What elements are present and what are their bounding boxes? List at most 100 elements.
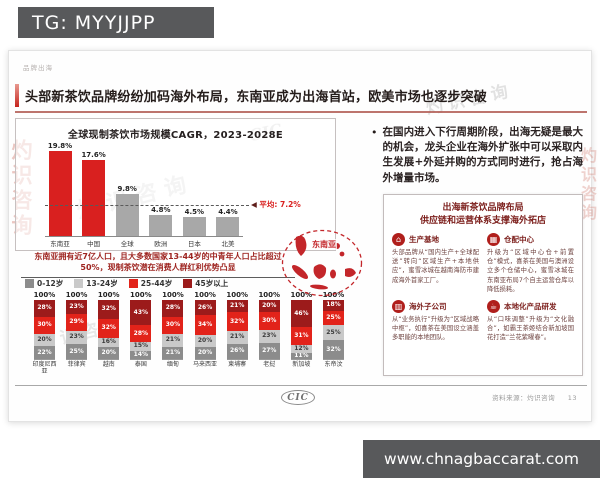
age-category-label: 缅甸 (166, 361, 179, 368)
card-grid: ⌂ 生产基地 头部品牌从“国内生产+全球配送”转向“区域生产+本地供应”，蜜雪冰… (384, 227, 582, 342)
age-stack: 46% 31% 12% 11% (290, 300, 312, 360)
age-segment: 23% (258, 329, 280, 344)
age-segment: 20% (34, 334, 55, 347)
age-segment: 20% (258, 300, 280, 312)
card-item-text: 升级为“区域中心仓+前置仓”模式，喜茶在美国与澳洲设立多个仓储中心，蜜雪冰城在东… (487, 249, 574, 293)
age-segment: 28% (34, 300, 55, 317)
legend-item: 45岁以上 (183, 278, 228, 289)
average-dashed-line (45, 205, 249, 207)
cagr-chart: 全球现制茶饮市场规模CAGR，2023-2028E 19.8% 17.6% 9.8%… (15, 118, 336, 251)
age-category-label: 泰国 (134, 361, 147, 368)
age-segment: 32% (226, 312, 248, 332)
age-segment: 16% (98, 337, 120, 348)
card-item-text: 头部品牌从“国内生产+全球配送”转向“区域生产+本地供应”，蜜雪冰城在越南海防市… (392, 249, 479, 284)
cagr-bar-group: 4.4% (213, 208, 243, 236)
age-legend: 0-12岁 13-24岁 25-44岁 45岁以上 (25, 278, 228, 289)
cagr-value-label: 4.4% (218, 208, 238, 217)
tea-cup-icon: ☕ (487, 299, 500, 313)
age-bar-group: 100% 28% 30% 20% 22% 印度尼西亚 (31, 291, 58, 376)
age-segment: 25% (322, 310, 344, 326)
site-url: www.chnagbaccarat.com (384, 450, 579, 468)
age-total-label: 100% (226, 291, 248, 299)
slide-title: 头部新茶饮品牌纷纷加码海外布局，东南亚成为出海首站，欧美市场也逐步突破 (25, 90, 488, 105)
legend-label: 45岁以上 (195, 279, 229, 288)
map-label: 东南亚 (311, 239, 337, 250)
cagr-bars: 19.8% 17.6% 9.8% 4.8% 4.5% 4.4% (45, 138, 243, 237)
age-segment: 46% (290, 300, 312, 328)
legend-label: 25-44岁 (140, 279, 173, 288)
cagr-bar (115, 193, 139, 236)
source-text: 资料来源：灼识咨询 (492, 394, 556, 402)
age-total-label: 100% (130, 291, 152, 299)
cagr-bar-group: 19.8% (45, 142, 75, 236)
legend-swatch (25, 279, 34, 288)
age-segment: 23% (66, 300, 88, 314)
age-segment: 43% (130, 300, 152, 326)
average-label: 平均: 7.2% (259, 200, 301, 210)
age-total-label: 100% (322, 291, 345, 299)
age-segment: 25% (66, 344, 88, 360)
card-item-subsidiary: ▥ 海外子公司 从“业务执行”升级为“区域战略中枢”，如喜茶在美国设立涵盖多职能… (392, 299, 479, 342)
factory-icon: ⌂ (392, 233, 405, 247)
card-item-warehouse: ▦ 仓配中心 升级为“区域中心仓+前置仓”模式，喜茶在美国与澳洲设立多个仓储中心… (487, 233, 574, 294)
age-segment: 31% (290, 327, 312, 346)
age-stack: 28% 30% 21% 21% (162, 300, 184, 360)
insight-text: 东南亚拥有近7亿人口，且大多数国家13-44岁的中青年人口占比超过50%，现制茶… (21, 252, 295, 278)
bullet-dot: • (371, 126, 378, 139)
cagr-chart-title: 全球现制茶饮市场规模CAGR，2023-2028E (67, 130, 284, 141)
age-total-label: 100% (162, 291, 184, 299)
legend-swatch (128, 279, 138, 288)
age-segment: 26% (226, 343, 248, 359)
age-bar-group: 100% 26% 34% 20% 20% 马来西亚 (192, 291, 219, 376)
tg-watermark-bar: TG: MYYJJPP (18, 7, 214, 38)
footer-source: 资料来源：灼识咨询 13 (492, 392, 577, 402)
age-total-label: 100% (258, 291, 281, 299)
tg-label: TG: MYYJJPP (32, 11, 156, 34)
cagr-category-label: 东南亚 (50, 240, 70, 248)
age-category-label: 菲律宾 (67, 361, 86, 368)
page-number: 13 (567, 394, 577, 402)
age-segment: 26% (194, 300, 216, 316)
cagr-bar-group: 4.8% (146, 206, 176, 236)
age-stack: 32% 32% 16% 20% (98, 300, 120, 360)
age-segment: 21% (226, 331, 248, 344)
age-segment: 28% (130, 325, 152, 342)
card-item-label: 海外子公司 (409, 301, 447, 311)
legend-item: 0-12岁 (25, 278, 63, 289)
cagr-value-label: 19.8% (47, 141, 73, 150)
cagr-category-label: 北美 (221, 240, 235, 248)
age-total-label: 100% (290, 291, 313, 299)
age-bar-group: 100% 21% 32% 21% 26% 柬埔寨 (224, 291, 251, 376)
age-segment: 20% (98, 347, 120, 359)
cagr-value-label: 17.6% (81, 151, 106, 160)
age-category-label: 老挝 (263, 361, 276, 368)
age-category-label: 印度尼西亚 (32, 361, 57, 375)
age-segment: 28% (162, 300, 184, 317)
age-segment: 30% (34, 316, 55, 335)
strategy-card: 出海新茶饮品牌布局 供应链和运营体系支撑海外拓店 ⌂ 生产基地 头部品牌从“国内… (383, 194, 583, 376)
legend-label: 13-24岁 (86, 279, 118, 288)
age-segment: 25% (322, 325, 344, 341)
card-item-production: ⌂ 生产基地 头部品牌从“国内生产+全球配送”转向“区域生产+本地供应”，蜜雪冰… (392, 233, 479, 294)
age-bar-group: 100% 23% 29% 23% 25% 菲律宾 (63, 291, 90, 376)
cagr-category-label: 日本 (187, 240, 201, 248)
slide: 灼识咨询 CIC 灼识咨询 灼识咨询 灼识咨询 灼识咨询 灼识咨询 品牌出海 头… (8, 50, 597, 422)
age-total-label: 100% (33, 291, 56, 299)
legend-swatch (183, 279, 193, 288)
age-bar-group: 100% 46% 31% 12% 11% 新加坡 (288, 291, 315, 376)
cagr-bar-group: 17.6% (79, 151, 109, 236)
southeast-asia-map: 东南亚 (281, 229, 363, 297)
card-title: 出海新茶饮品牌布局 供应链和运营体系支撑海外拓店 (384, 202, 582, 227)
right-bullet: • 在国内进入下行周期阶段，出海无疑是最大的机会，龙头企业在海外扩张中可以采取内… (371, 125, 583, 186)
card-item-label: 仓配中心 (504, 235, 534, 245)
cagr-cats: 东南亚 中国 全球 欧洲 日本 北美 (45, 238, 243, 248)
cagr-bar (48, 150, 72, 236)
legend-item: 13-24岁 (74, 278, 118, 289)
card-item-text: 从“业务执行”升级为“区域战略中枢”，如喜茶在美国设立涵盖多职能的本地团队。 (392, 315, 479, 342)
age-segment: 21% (162, 346, 184, 359)
age-structure-chart: 100% 28% 30% 20% 22% 印度尼西亚 100% 23% 29% 23% 25% 菲律宾… (31, 291, 347, 376)
age-category-label: 柬埔寨 (228, 361, 247, 368)
card-item-text: 从“口味调整”升级为“文化融合”，如霸王茶姬结合新加坡国花打造“兰花紫曜春”。 (487, 315, 574, 342)
warehouse-icon: ▦ (487, 233, 500, 247)
